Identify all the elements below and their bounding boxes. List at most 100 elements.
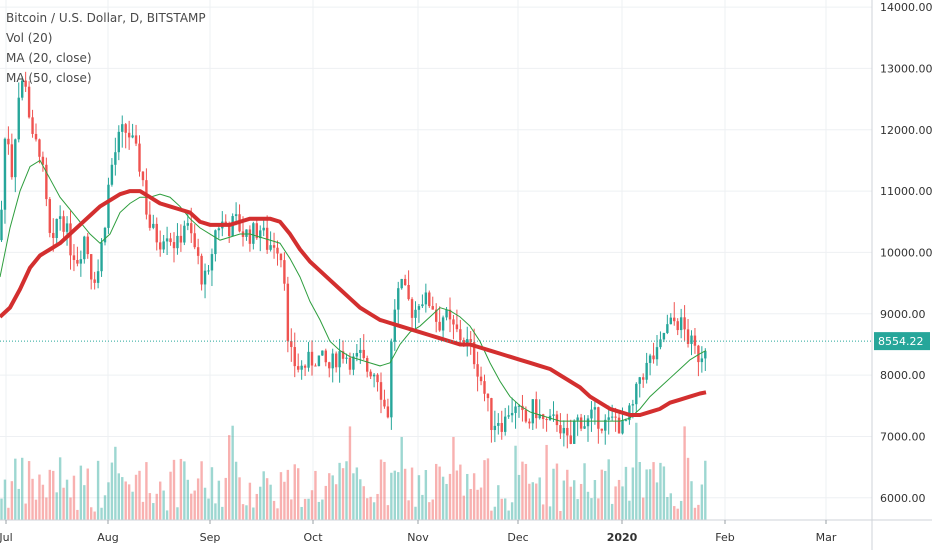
candle-body <box>614 416 617 418</box>
candle-body <box>504 416 507 432</box>
volume-bar <box>579 483 583 520</box>
volume-bar <box>96 460 100 520</box>
x-tick-label: Aug <box>97 531 118 544</box>
candle-body <box>390 341 393 418</box>
candle-body <box>107 184 110 228</box>
candle-body <box>248 229 252 244</box>
candle-body <box>127 132 131 138</box>
candle-body <box>245 229 248 237</box>
volume-bar <box>600 469 603 520</box>
volume-bar <box>414 506 417 520</box>
volume-bar <box>686 457 690 520</box>
volume-bar <box>642 497 645 520</box>
volume-bar <box>338 462 341 520</box>
volume-bar <box>286 469 290 520</box>
volume-bar <box>34 499 38 520</box>
volume-bar <box>348 426 352 520</box>
volume-bar <box>93 511 96 520</box>
candle-body <box>669 317 672 325</box>
volume-bar <box>452 436 455 520</box>
volume-bar <box>117 473 120 520</box>
candle-body <box>655 347 659 360</box>
volume-bar <box>355 467 359 520</box>
volume-bar <box>217 480 221 520</box>
candle-body <box>338 351 341 368</box>
candle-body <box>662 332 666 340</box>
candle-body <box>152 223 155 228</box>
candle-body <box>14 139 17 178</box>
y-tick-label: 8000.00 <box>880 369 926 382</box>
candle-body <box>10 144 14 178</box>
volume-bar <box>472 473 476 520</box>
candle-body <box>162 241 165 250</box>
volume-bar <box>455 470 459 520</box>
volume-bar <box>45 497 48 520</box>
candle-body <box>579 417 583 429</box>
volume-bar <box>445 483 448 520</box>
volume-bar <box>676 508 679 520</box>
volume-bar <box>186 479 189 520</box>
candle-body <box>179 235 183 243</box>
volume-bar <box>238 477 241 520</box>
volume-bar <box>272 500 276 520</box>
candle-body <box>190 223 193 234</box>
candle-body <box>69 223 72 256</box>
volume-bar <box>383 461 386 520</box>
candle-body <box>403 278 407 285</box>
legend-ma20: MA (20, close) <box>6 51 92 65</box>
candle-body <box>600 428 603 431</box>
volume-bar <box>248 482 252 520</box>
volume-bar <box>224 477 227 520</box>
volume-bar <box>521 461 524 520</box>
candle-body <box>552 414 555 416</box>
volume-bar <box>303 498 307 520</box>
volume-bar <box>528 483 531 520</box>
volume-bar <box>469 488 472 520</box>
candle-body <box>124 124 127 133</box>
volume-bar <box>86 468 89 520</box>
candle-body <box>103 227 107 243</box>
volume-bar <box>100 507 103 520</box>
volume-bar <box>121 477 124 520</box>
last-price-label: 8554.22 <box>878 335 924 348</box>
candle-body <box>586 418 590 427</box>
candle-body <box>31 117 34 134</box>
y-tick-label: 9000.00 <box>880 308 926 321</box>
x-tick-label: Sep <box>200 531 221 544</box>
volume-bar <box>662 466 666 520</box>
volume-bar <box>459 464 462 520</box>
volume-bar <box>265 478 269 520</box>
chart-title: Bitcoin / U.S. Dollar, D, BITSTAMP <box>6 11 206 25</box>
candle-body <box>207 270 210 272</box>
volume-bar <box>555 463 559 520</box>
volume-bar <box>386 505 390 520</box>
candle-body <box>293 347 296 367</box>
candle-body <box>528 421 531 424</box>
y-tick-label: 12000.00 <box>880 124 932 137</box>
candle-body <box>472 342 476 365</box>
volume-bar <box>334 484 338 520</box>
candle-body <box>372 374 376 377</box>
candle-body <box>165 238 169 242</box>
candle-body <box>424 292 428 305</box>
volume-bar <box>597 498 600 520</box>
candle-body <box>259 230 262 239</box>
volume-bar <box>352 473 355 520</box>
candle-body <box>400 278 403 289</box>
volume-bar <box>490 510 493 520</box>
volume-bar <box>566 469 569 520</box>
volume-bar <box>176 507 179 520</box>
volume-bar <box>21 457 24 520</box>
candle-body <box>435 309 438 322</box>
volume-bar <box>214 503 217 520</box>
volume-bar <box>569 486 572 520</box>
candle-body <box>573 420 576 444</box>
candle-body <box>83 236 86 260</box>
volume-bar <box>562 480 566 520</box>
candle-body <box>117 131 120 153</box>
candle-body <box>490 398 493 431</box>
candle-body <box>121 124 124 132</box>
grid <box>0 0 872 520</box>
